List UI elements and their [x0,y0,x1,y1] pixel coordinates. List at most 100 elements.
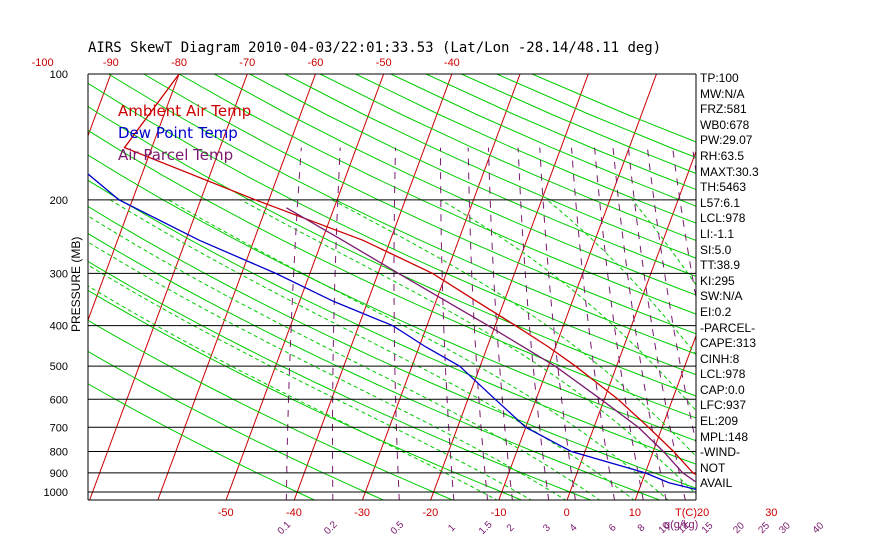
index-item: MPL:148 [700,429,749,444]
index-item: SW:N/A [700,289,743,304]
index-item: CINH:8 [700,351,740,366]
index-item: MW:N/A [700,86,745,101]
mixing-ratio-tick: 40 [811,520,827,536]
profiles [88,74,696,491]
isobars [87,73,697,501]
index-item: AVAIL [700,476,733,491]
moist-adiabat [168,199,669,500]
legend-ambient-temp: Ambient Air Temp [118,102,252,120]
pressure-tick-label: 400 [50,321,68,333]
pressure-tick-label: 100 [50,69,68,81]
bottom-temp-tick: 10 [629,507,641,519]
isotherm-line [361,74,521,500]
top-temp-tick: -50 [376,57,392,69]
mixing-ratio-tick: 1 [446,522,458,534]
isotherm-line [225,74,385,500]
isotherm-line [293,74,453,500]
bottom-temp-tick: -20 [422,507,438,519]
isotherm-line [89,74,248,500]
dry-adiabat [88,205,696,489]
moist-adiabat [88,241,567,500]
index-item: LFC:937 [700,398,747,413]
mixing-ratio-tick: 0.2 [322,519,340,537]
index-item: EL:209 [700,414,739,429]
isotherm-line [498,74,657,500]
dry-adiabat [390,74,696,207]
index-item: TT:38.9 [700,258,741,273]
indices-list: TP:100 MW:N/A FRZ:581 WB0:678 PW:29.07 RH:63.… [700,71,759,492]
dry-adiabat [284,74,696,259]
index-item: LCL:978 [700,367,746,382]
dry-adiabat [496,74,696,158]
pressure-tick-label: 600 [50,394,68,406]
index-item: FRZ:581 [700,102,747,117]
index-item: -WIND- [700,445,740,460]
mixing-ratio-tick: 3 [541,522,553,534]
y-axis-label: PRESSURE (MB) [69,237,83,332]
isotherm-line [88,74,180,322]
top-temp-tick: -90 [103,57,119,69]
profile-dew-point-temp [88,173,696,491]
dry-adiabat [88,383,316,500]
index-item: TH:5463 [700,180,747,195]
isotherm-line [0,55,50,501]
index-item: TP:100 [700,71,739,85]
mixing-ratio-tick: 6 [607,522,619,534]
bottom-temp-tick: -40 [286,507,302,519]
mixing-unit-label: q(g/kg) [664,519,698,531]
legend-dew-point: Dew Point Temp [118,124,238,142]
profile-air-parcel-temp [286,207,696,483]
mixing-ratio-tick: 8 [636,522,648,534]
bottom-temp-tick: 20 [697,507,709,519]
top-temp-tick: -70 [239,57,255,69]
index-item: MAXT:30.3 [700,164,759,179]
moist-adiabat [88,264,533,500]
mixing-ratio-tick: 2 [505,522,517,534]
dry-adiabat [249,74,696,277]
index-item: LCL:978 [700,211,746,226]
isotherm-line [430,74,589,500]
isotherm-line [634,334,696,500]
dry-adiabat [355,74,696,224]
isotherm-line [157,74,316,500]
top-temp-tick: -100 [32,57,54,69]
top-temp-tick: -80 [171,57,187,69]
pressure-tick-label: 1000 [44,487,68,499]
index-item: LI:-1.1 [700,226,735,241]
index-item: EI:0.2 [700,304,732,319]
mixing-ratio-tick: 1.5 [477,519,495,537]
dry-adiabat [143,74,696,335]
dry-adiabat [88,350,385,500]
mixing-ratio-tick: 15 [700,520,716,536]
index-item: L57:6.1 [700,195,741,210]
moist-adiabat [440,199,696,412]
index-item: CAPE:313 [700,336,757,351]
pressure-tick-label: 800 [50,446,68,458]
moist-adiabat [88,285,498,500]
dry-adiabat [214,74,696,296]
dry-adiabat [88,232,662,500]
mixing-ratio-tick: 0.1 [276,519,294,537]
dry-adiabat [88,154,696,442]
profile-ambient-air-temp [123,74,696,476]
index-item: WB0:678 [700,117,750,132]
mixing-ratio-line [571,147,615,500]
dry-adiabat [88,129,696,419]
index-item: PW:29.07 [700,133,753,148]
isotherm-line [840,55,870,501]
pressure-tick-label: 700 [50,422,68,434]
legend-parcel-temp: Air Parcel Temp [118,146,234,164]
mixing-ratio-tick: 4 [568,522,580,534]
dry-adiabat [88,105,696,397]
index-item: CAP:0.0 [700,382,745,397]
legend: Ambient Air Temp Dew Point Temp Air Parc… [118,100,251,166]
moist-adiabat [331,199,696,458]
dry-adiabat [88,82,696,376]
isotherm-line [88,74,112,138]
mixing-ratio-tick: 25 [756,520,772,536]
isotherm-line [771,55,870,501]
mixing-ratio-tick: 30 [777,520,793,536]
moist-adiabat [88,215,601,500]
dry-adiabat [319,74,696,241]
